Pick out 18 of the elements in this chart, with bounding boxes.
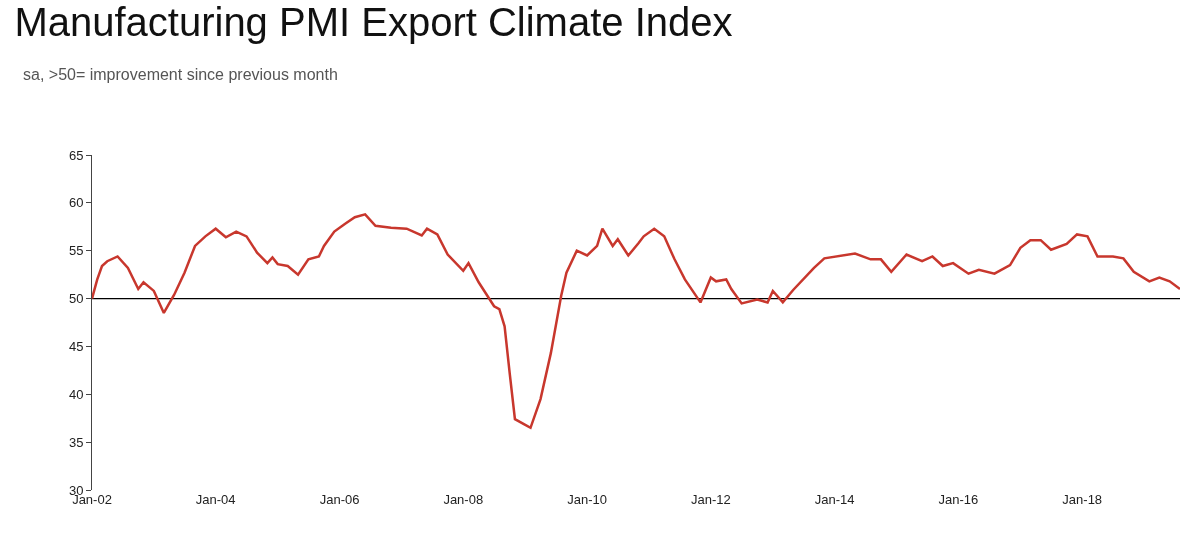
x-tick-label: Jan-16	[938, 492, 979, 507]
y-tick-label: 40	[68, 386, 84, 402]
y-tick-label: 35	[68, 434, 84, 450]
x-tick-label: Jan-10	[567, 492, 607, 507]
y-tick-label: 60	[68, 195, 84, 211]
y-tick-label: 50	[68, 291, 84, 307]
y-tick-label: 65	[68, 147, 84, 163]
x-tick-label: Jan-08	[443, 492, 484, 507]
x-tick-label: Jan-14	[814, 492, 855, 507]
x-tick-label: Jan-06	[319, 492, 360, 507]
x-tick-label: Jan-18	[1062, 492, 1103, 507]
y-tick-label: 55	[68, 243, 84, 259]
x-tick-label: Jan-12	[690, 492, 731, 507]
chart-title: Manufacturing PMI Export Climate Index	[14, 0, 733, 45]
y-tick-label: 45	[68, 338, 84, 354]
chart-subtitle: sa, >50= improvement since previous month	[23, 66, 338, 83]
line-series	[92, 213, 1180, 430]
x-tick-label: Jan-04	[195, 492, 236, 507]
